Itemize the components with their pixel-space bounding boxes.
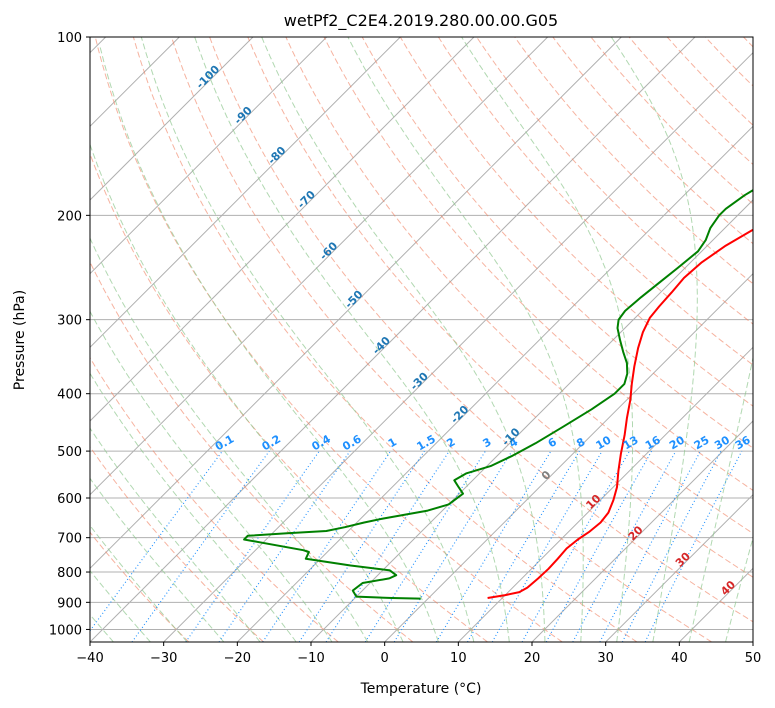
moist-adiabat-line [610, 37, 698, 642]
x-tick-label: −20 [224, 651, 251, 666]
mixing-ratio-line [644, 450, 743, 642]
dry-adiabat-line [171, 37, 712, 642]
dry-adiabat-line [285, 37, 753, 535]
mixing-ratio-line [185, 450, 320, 642]
moist-adiabat-line [90, 569, 151, 642]
y-tick-label: 900 [57, 596, 82, 611]
x-tick-label: −30 [150, 651, 177, 666]
x-tick-label: 50 [745, 651, 762, 666]
dry-adiabat-line [90, 531, 190, 642]
dry-adiabat-line [90, 260, 414, 642]
dry-adiabat-line [132, 37, 638, 642]
x-tick-label: 10 [450, 651, 467, 666]
x-tick-label: 40 [671, 651, 688, 666]
isotherm-line [605, 493, 753, 642]
dry-adiabat-line [90, 446, 264, 642]
grid-layer [90, 37, 753, 642]
x-tick-label: −10 [297, 651, 324, 666]
dry-adiabat-line [90, 356, 339, 642]
isotherm-line [457, 346, 753, 642]
x-tick-label: 20 [524, 651, 541, 666]
isotherm-line [90, 37, 328, 275]
y-tick-label: 600 [57, 492, 82, 507]
isotherm-line [163, 51, 753, 642]
dry-adiabat-line [437, 37, 753, 366]
moist-adiabat-line [347, 37, 584, 642]
chart-title: wetPf2_C2E4.2019.280.00.00.G05 [284, 11, 558, 31]
x-axis-title: Temperature (°C) [360, 681, 482, 697]
dry-adiabat-line [399, 37, 753, 407]
dry-adiabat-line [247, 37, 753, 578]
moist-adiabat-line [90, 310, 333, 642]
x-tick-label: 0 [381, 651, 389, 666]
dry-adiabat-line [209, 37, 753, 623]
series-line-0 [487, 228, 753, 599]
mixing-ratio-line [621, 450, 722, 642]
isotherm-line [90, 37, 254, 201]
y-tick-label: 200 [57, 209, 82, 224]
isotherm-line [90, 37, 475, 422]
mixing-ratio-line [262, 450, 392, 642]
isotherm-line [236, 125, 753, 642]
y-tick-label: 400 [57, 388, 82, 403]
y-tick-label: 1000 [49, 623, 82, 638]
moist-adiabat-line [90, 524, 188, 642]
x-tick-label: −40 [76, 651, 103, 666]
series-layer [243, 189, 753, 600]
mixing-ratio-line [218, 450, 351, 642]
y-axis-title: Pressure (hPa) [12, 290, 28, 390]
moist-adiabat-line [99, 46, 439, 642]
moist-adiabat-line [261, 37, 546, 642]
isotherm-line [531, 420, 753, 642]
plot-frame [89, 36, 754, 643]
mixing-ratio-line [364, 450, 486, 642]
moist-adiabat-line [90, 427, 261, 642]
mixing-ratio-line [298, 450, 425, 642]
mixing-ratio-line [393, 450, 513, 642]
moist-adiabat-line [461, 37, 634, 642]
moist-adiabat-line [90, 477, 225, 642]
x-tick-label: 30 [597, 651, 614, 666]
mixing-ratio-line [545, 450, 653, 642]
isotherm-line [384, 272, 753, 642]
isotherm-line [90, 37, 401, 349]
y-tick-label: 100 [57, 31, 82, 46]
mixing-ratio-line [572, 450, 677, 642]
isotherm-line [90, 37, 696, 642]
mixing-ratio-line [435, 450, 552, 642]
y-tick-label: 300 [57, 314, 82, 329]
isotherm-line [90, 37, 622, 570]
dry-adiabat-line [90, 152, 488, 642]
dry-adiabat-line [361, 37, 753, 449]
mixing-ratio-line [131, 450, 270, 642]
dry-adiabat-line [514, 37, 753, 285]
y-tick-label: 800 [57, 566, 82, 581]
isotherm-line [90, 37, 549, 496]
series-line-1 [243, 189, 753, 600]
moist-adiabat-line [140, 37, 475, 642]
mixing-ratio-line [325, 450, 450, 642]
y-tick-label: 500 [57, 445, 82, 460]
moist-adiabat-line [90, 236, 369, 642]
moist-adiabat-line [90, 372, 297, 642]
axis-layer: −40 −30 −20 −10 0 10 20 30 40 50 100 200 300 400 500 60… [49, 31, 761, 666]
mixing-ratio-line [599, 450, 701, 642]
y-tick-label: 700 [57, 532, 82, 547]
moist-adiabat-line [90, 142, 404, 642]
